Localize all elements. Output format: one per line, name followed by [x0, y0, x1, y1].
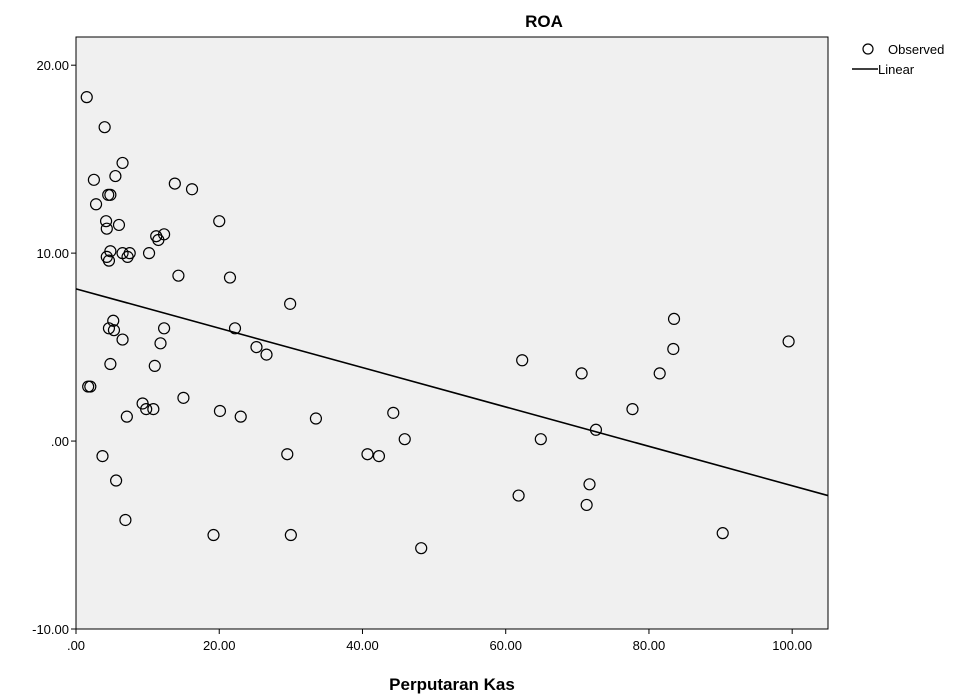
- data-point: [172, 269, 185, 282]
- data-point: [250, 340, 263, 354]
- legend-observed-marker: [862, 43, 874, 55]
- data-point: [98, 121, 111, 134]
- data-point: [415, 542, 428, 555]
- observed-points: [80, 91, 795, 555]
- x-tick-label: 80.00: [633, 638, 666, 653]
- data-point: [119, 513, 132, 527]
- data-point: [185, 183, 199, 196]
- data-point: [228, 322, 242, 335]
- data-point: [157, 322, 171, 335]
- data-point: [107, 324, 121, 337]
- data-point: [284, 297, 297, 310]
- data-point: [207, 528, 220, 542]
- data-point: [626, 403, 639, 416]
- data-point: [667, 342, 680, 356]
- y-tick-label: 10.00: [36, 246, 69, 261]
- data-point: [116, 333, 129, 346]
- data-point: [667, 312, 681, 326]
- plot-area: [75, 36, 829, 630]
- data-point: [653, 367, 666, 380]
- data-point: [152, 233, 165, 247]
- x-tick-label: 100.00: [772, 638, 812, 653]
- data-point: [102, 254, 116, 267]
- data-point: [575, 367, 588, 380]
- data-point: [104, 188, 117, 201]
- x-tick-label: 60.00: [489, 638, 522, 653]
- linear-fit-line: [75, 288, 829, 497]
- data-point: [99, 215, 113, 228]
- data-point: [154, 337, 167, 350]
- data-point: [104, 357, 117, 371]
- x-axis-label: Perputaran Kas: [389, 675, 515, 694]
- data-point: [213, 215, 226, 228]
- data-point: [148, 359, 161, 372]
- data-point: [87, 173, 101, 186]
- data-point: [102, 322, 116, 335]
- data-point: [372, 449, 386, 463]
- x-tick-label: 40.00: [346, 638, 379, 653]
- data-point: [120, 410, 133, 423]
- y-tick-label: .00: [51, 434, 69, 449]
- data-point: [110, 474, 123, 487]
- legend-linear-label: Linear: [878, 62, 915, 77]
- y-axis: 20.00 10.00 .00 -10.00: [32, 58, 76, 637]
- legend-observed-label: Observed: [888, 42, 944, 57]
- data-point: [260, 348, 273, 361]
- data-point: [121, 250, 134, 263]
- data-point: [109, 169, 122, 183]
- data-point: [583, 478, 596, 491]
- data-point: [213, 404, 227, 418]
- y-tick-label: 20.00: [36, 58, 69, 73]
- data-point: [168, 177, 181, 190]
- data-point: [116, 156, 129, 170]
- x-tick-label: 20.00: [203, 638, 236, 653]
- data-point: [361, 448, 374, 461]
- data-point: [89, 198, 103, 211]
- data-point: [147, 403, 160, 416]
- linear-fit: [75, 288, 829, 497]
- y-tick-label: -10.00: [32, 622, 69, 637]
- data-point: [580, 498, 593, 512]
- data-point: [716, 527, 729, 540]
- legend: Observed Linear: [852, 42, 944, 77]
- data-point: [112, 218, 126, 232]
- data-point: [387, 406, 400, 419]
- data-point: [142, 247, 156, 260]
- data-point: [309, 412, 323, 425]
- x-axis: .00 20.00 40.00 60.00 80.00 100.00: [67, 629, 812, 653]
- data-point: [107, 314, 120, 327]
- data-point: [782, 335, 795, 348]
- data-point: [284, 528, 297, 542]
- data-point: [281, 448, 294, 461]
- data-point: [80, 91, 93, 104]
- data-point: [516, 354, 529, 367]
- data-point: [177, 391, 190, 404]
- data-point: [398, 433, 411, 446]
- data-point: [100, 222, 113, 235]
- data-point: [534, 433, 547, 446]
- data-point: [223, 271, 237, 284]
- x-tick-label: .00: [67, 638, 85, 653]
- data-point: [512, 489, 525, 502]
- data-point: [140, 403, 153, 416]
- data-point: [96, 449, 109, 463]
- data-point: [84, 380, 97, 393]
- chart-title: ROA: [525, 12, 563, 31]
- data-point: [234, 410, 247, 423]
